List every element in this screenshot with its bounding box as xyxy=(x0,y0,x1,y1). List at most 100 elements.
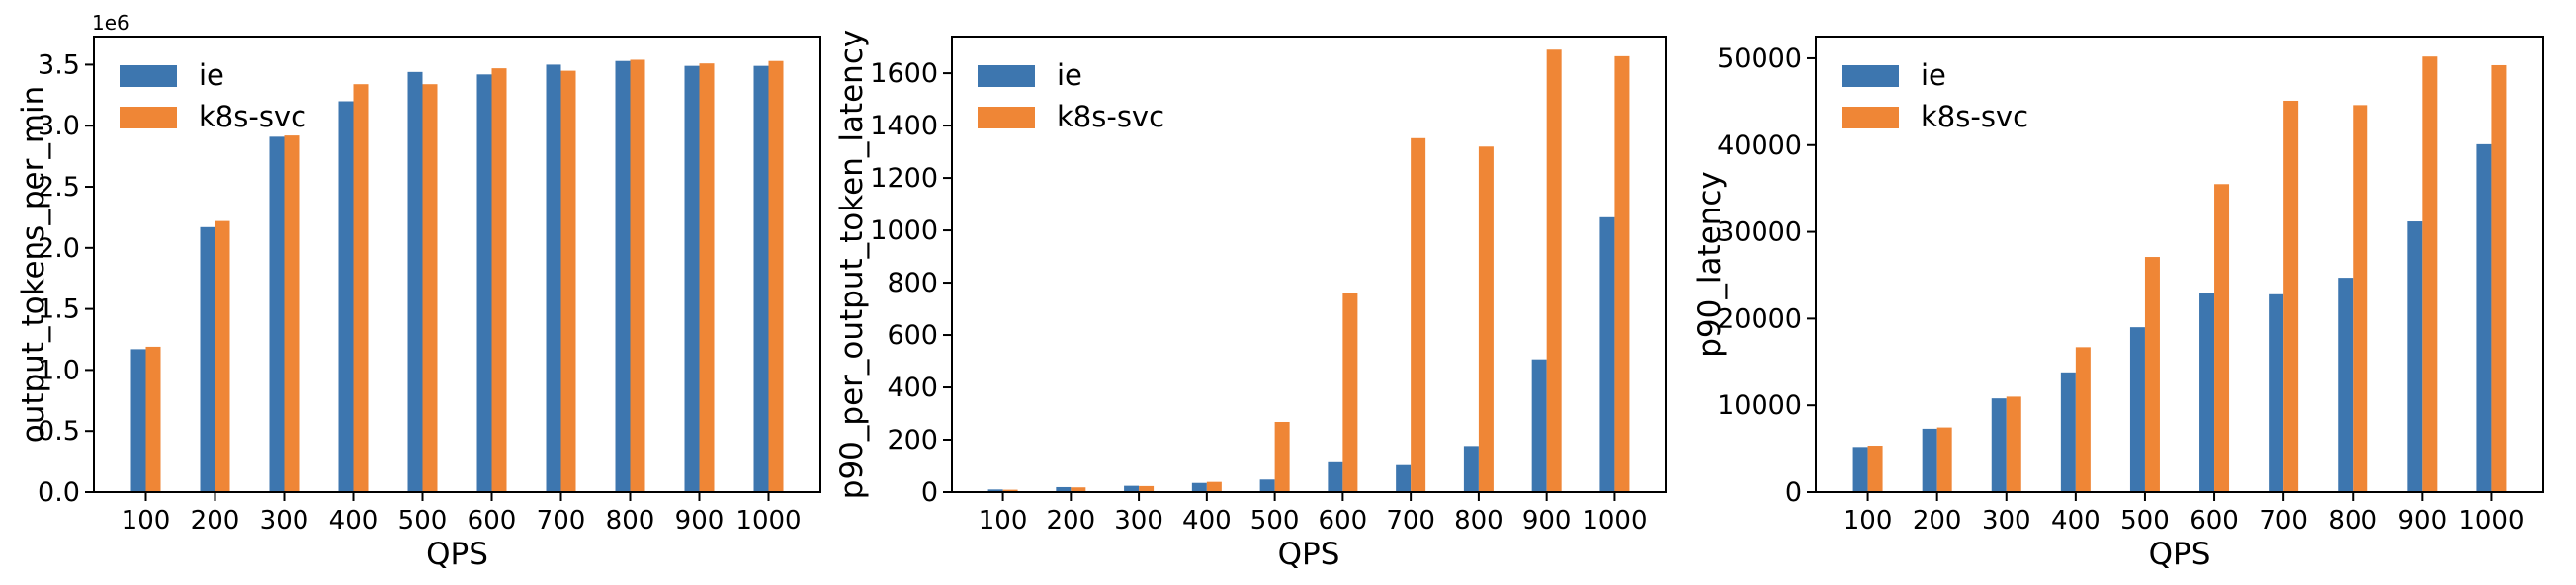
y-tick-label: 1400 xyxy=(870,111,938,141)
bar-k8s-svc-500 xyxy=(2144,257,2160,492)
bar-ie-200 xyxy=(1056,486,1072,492)
x-tick-label: 600 xyxy=(1319,506,1368,536)
y-tick-label: 0 xyxy=(1785,477,1802,508)
y-tick-label: 0.0 xyxy=(38,477,80,508)
bar-ie-400 xyxy=(1191,482,1207,492)
x-tick-label: 600 xyxy=(2190,506,2239,536)
x-tick-label: 100 xyxy=(979,506,1028,536)
y-tick-label: 1600 xyxy=(870,58,938,89)
y-axis-label: p90_latency xyxy=(1692,171,1728,358)
bar-k8s-svc-100 xyxy=(1002,489,1018,492)
x-tick-label: 700 xyxy=(2259,506,2308,536)
y-tick-label: 1.0 xyxy=(38,355,80,385)
y-tick-label: 30000 xyxy=(1717,217,1802,248)
bar-ie-500 xyxy=(1259,479,1275,492)
legend-swatch-ie xyxy=(978,65,1035,87)
bar-k8s-svc-800 xyxy=(1478,146,1494,492)
bar-k8s-svc-700 xyxy=(1411,137,1426,492)
plot-frame xyxy=(1815,36,2544,493)
bar-ie-1000 xyxy=(1599,216,1615,492)
bar-ie-400 xyxy=(338,101,354,492)
legend-label-ie: ie xyxy=(1057,58,1082,92)
x-tick-label: 1000 xyxy=(2458,506,2524,536)
bar-k8s-svc-900 xyxy=(1546,49,1562,492)
bar-ie-300 xyxy=(1991,398,2007,492)
x-tick-label: 900 xyxy=(2398,506,2447,536)
bar-k8s-svc-600 xyxy=(2214,184,2230,492)
x-tick-label: 500 xyxy=(398,506,448,536)
x-tick-label: 200 xyxy=(1913,506,1962,536)
axis-offset-text: 1e6 xyxy=(92,11,129,35)
legend-label-ie: ie xyxy=(1921,58,1946,92)
bar-ie-1000 xyxy=(2476,143,2492,493)
legend-swatch-k8s-svc xyxy=(120,107,177,128)
bar-ie-400 xyxy=(2060,372,2076,492)
bar-k8s-svc-800 xyxy=(2353,105,2368,493)
bar-ie-600 xyxy=(476,74,492,493)
legend: ie k8s-svc xyxy=(1842,58,2028,133)
bar-ie-500 xyxy=(407,71,423,492)
bar-ie-100 xyxy=(987,489,1003,492)
x-tick-label: 800 xyxy=(606,506,655,536)
x-tick-label: 1000 xyxy=(1582,506,1647,536)
bar-ie-200 xyxy=(1922,428,1937,492)
x-tick-label: 500 xyxy=(1250,506,1300,536)
y-tick-label: 800 xyxy=(887,268,938,298)
x-tick-label: 100 xyxy=(122,506,171,536)
bar-k8s-svc-400 xyxy=(353,84,369,492)
x-tick-label: 300 xyxy=(1982,506,2031,536)
y-axis-label: p90_per_output_token_latency xyxy=(834,30,870,499)
y-axis-label: output_tokens_per_min xyxy=(16,86,51,444)
bar-k8s-svc-600 xyxy=(1342,292,1358,492)
x-tick-label: 700 xyxy=(537,506,586,536)
x-tick-label: 900 xyxy=(1522,506,1572,536)
x-tick-label: 300 xyxy=(1114,506,1163,536)
y-tick-label: 3.5 xyxy=(38,49,80,80)
bar-ie-900 xyxy=(1531,359,1547,492)
bar-ie-900 xyxy=(684,65,700,492)
bar-ie-600 xyxy=(2199,292,2215,492)
legend-swatch-k8s-svc xyxy=(1842,107,1899,128)
y-tick-label: 1000 xyxy=(870,215,938,246)
bar-ie-700 xyxy=(546,64,561,493)
bar-k8s-svc-400 xyxy=(1206,481,1222,492)
y-tick-label: 50000 xyxy=(1717,43,1802,74)
x-axis-label: QPS xyxy=(1278,537,1340,572)
plot-frame xyxy=(951,36,1667,493)
legend-label-k8s-svc: k8s-svc xyxy=(199,100,306,133)
x-tick-label: 800 xyxy=(2328,506,2377,536)
bar-k8s-svc-300 xyxy=(2006,396,2021,492)
x-tick-label: 400 xyxy=(2051,506,2101,536)
x-tick-label: 700 xyxy=(1386,506,1435,536)
x-tick-label: 600 xyxy=(468,506,517,536)
x-tick-label: 300 xyxy=(260,506,309,536)
y-tick-label: 10000 xyxy=(1717,390,1802,421)
bar-k8s-svc-900 xyxy=(699,63,715,493)
bar-ie-500 xyxy=(2129,327,2145,492)
y-tick-label: 200 xyxy=(887,425,938,456)
bar-k8s-svc-200 xyxy=(215,220,230,492)
y-tick-label: 1200 xyxy=(870,163,938,194)
bar-k8s-svc-600 xyxy=(491,68,507,493)
subplot-output-tokens-per-min: 0.0 0.5 1.0 1.5 2.0 2.5 3.0 3.5 100 200 300 400 500 6… xyxy=(16,11,821,572)
y-tick-label: 3.0 xyxy=(38,111,80,141)
legend-label-k8s-svc: k8s-svc xyxy=(1921,100,2028,133)
legend-label-k8s-svc: k8s-svc xyxy=(1057,100,1164,133)
bar-ie-900 xyxy=(2407,221,2423,492)
bar-ie-300 xyxy=(269,136,285,493)
bar-k8s-svc-1000 xyxy=(768,60,784,492)
bar-ie-100 xyxy=(130,349,146,492)
y-tick-label: 600 xyxy=(887,320,938,351)
x-tick-label: 500 xyxy=(2120,506,2170,536)
y-tick-label: 1.5 xyxy=(38,294,80,325)
bar-ie-300 xyxy=(1124,485,1140,492)
bar-k8s-svc-300 xyxy=(1139,485,1155,492)
x-tick-label: 1000 xyxy=(735,506,801,536)
bar-k8s-svc-200 xyxy=(1071,487,1086,492)
y-tick-label: 0 xyxy=(921,477,938,508)
bar-k8s-svc-500 xyxy=(422,84,438,492)
bar-ie-800 xyxy=(1463,446,1479,492)
bar-ie-200 xyxy=(200,226,215,492)
